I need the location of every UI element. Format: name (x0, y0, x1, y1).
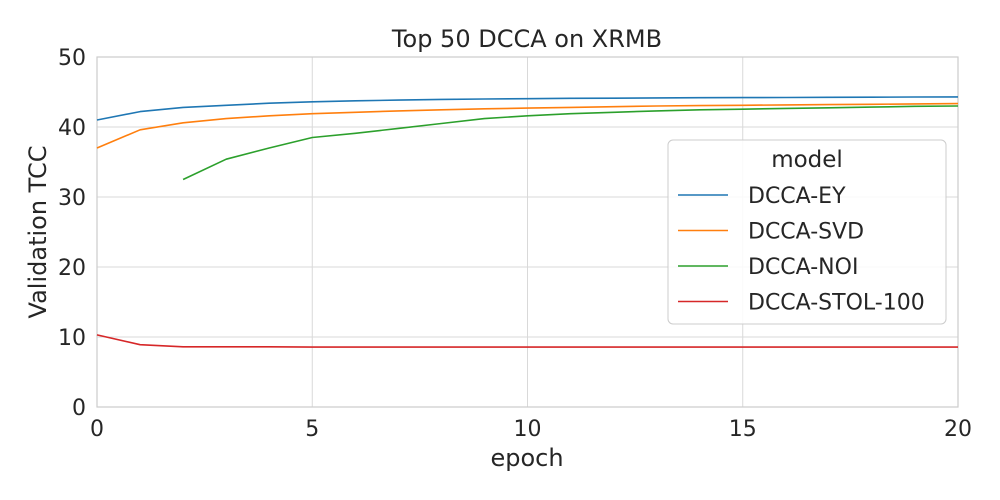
x-tick-label: 20 (944, 417, 972, 442)
legend-label-dcca-ey: DCCA-EY (748, 184, 846, 209)
legend: model DCCA-EY DCCA-SVD DCCA-NOI DCCA-STOL-1… (667, 139, 947, 325)
legend-entries: DCCA-EY DCCA-SVD DCCA-NOI DCCA-STOL-100 (678, 184, 925, 316)
chart-title: Top 50 DCCA on XRMB (391, 25, 662, 53)
legend-label-dcca-noi: DCCA-NOI (748, 255, 858, 280)
x-tick-label: 0 (90, 417, 104, 442)
y-tick-label: 40 (58, 116, 86, 141)
y-tick-label: 0 (72, 396, 86, 421)
series-line-dcca-noi (182, 105, 959, 181)
x-axis-label: epoch (490, 444, 563, 472)
legend-box (667, 139, 947, 325)
y-tick-label: 10 (58, 326, 86, 351)
plot-frame (96, 56, 959, 408)
series-lines (96, 96, 959, 348)
legend-label-dcca-stol-100: DCCA-STOL-100 (748, 291, 925, 316)
tick-labels: 0 5 10 15 20 0 10 20 30 40 50 (58, 46, 972, 442)
x-tick-label: 15 (729, 417, 757, 442)
x-tick-label: 10 (514, 417, 542, 442)
y-tick-label: 30 (58, 186, 86, 211)
series-line-dcca-stol-100 (96, 334, 958, 348)
y-axis-label: Validation TCC (24, 146, 52, 319)
x-tick-label: 5 (305, 417, 319, 442)
legend-title: model (771, 147, 843, 173)
y-tick-label: 20 (58, 256, 86, 281)
series-line-dcca-ey (96, 96, 959, 121)
y-tick-label: 50 (58, 46, 86, 71)
series-line-dcca-svd (96, 102, 959, 149)
legend-label-dcca-svd: DCCA-SVD (748, 220, 864, 245)
